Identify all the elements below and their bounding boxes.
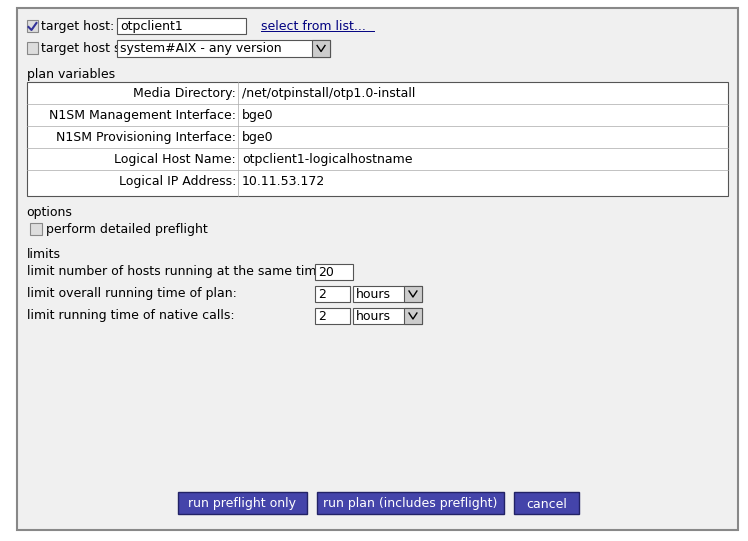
Bar — [315, 308, 350, 324]
Text: otpclient1: otpclient1 — [120, 20, 183, 33]
Text: cancel: cancel — [526, 498, 567, 511]
Bar — [117, 40, 330, 57]
Bar — [312, 40, 330, 57]
Bar — [404, 308, 422, 324]
Bar — [315, 286, 350, 302]
Text: run plan (includes preflight): run plan (includes preflight) — [323, 498, 497, 511]
Text: Media Directory:: Media Directory: — [133, 87, 236, 100]
Text: N1SM Management Interface:: N1SM Management Interface: — [49, 109, 236, 122]
Text: bge0: bge0 — [242, 109, 274, 122]
Bar — [515, 492, 578, 514]
Bar — [316, 492, 504, 514]
Bar — [26, 20, 38, 32]
Bar — [26, 82, 729, 196]
Text: system#AIX - any version: system#AIX - any version — [120, 42, 282, 55]
Text: bge0: bge0 — [242, 131, 274, 144]
Text: plan variables: plan variables — [26, 68, 114, 81]
Text: limit number of hosts running at the same time:: limit number of hosts running at the sam… — [26, 265, 328, 278]
Text: otpclient1-logicalhostname: otpclient1-logicalhostname — [242, 153, 412, 166]
Bar — [26, 42, 38, 54]
Text: limit overall running time of plan:: limit overall running time of plan: — [26, 287, 236, 300]
Text: Logical IP Address:: Logical IP Address: — [119, 175, 236, 188]
Text: run preflight only: run preflight only — [188, 498, 296, 511]
Text: hours: hours — [355, 310, 390, 323]
Bar — [404, 286, 422, 302]
Text: options: options — [26, 206, 73, 219]
Text: 10.11.53.172: 10.11.53.172 — [242, 175, 325, 188]
Text: Logical Host Name:: Logical Host Name: — [114, 153, 236, 166]
Text: /net/otpinstall/otp1.0-install: /net/otpinstall/otp1.0-install — [242, 87, 415, 100]
Text: select from list...: select from list... — [261, 20, 366, 33]
Bar — [31, 223, 43, 235]
Text: 2: 2 — [318, 310, 326, 323]
Bar — [178, 492, 307, 514]
Text: 20: 20 — [318, 266, 334, 279]
Text: hours: hours — [355, 288, 390, 301]
Bar — [117, 18, 246, 34]
Text: 2: 2 — [318, 288, 326, 301]
Text: limit running time of native calls:: limit running time of native calls: — [26, 309, 234, 322]
Bar — [352, 308, 422, 324]
Text: target host set:: target host set: — [41, 42, 138, 55]
Bar — [352, 286, 422, 302]
Text: N1SM Provisioning Interface:: N1SM Provisioning Interface: — [56, 131, 236, 144]
Text: target host:: target host: — [41, 20, 114, 33]
Text: perform detailed preflight: perform detailed preflight — [46, 223, 208, 236]
Bar — [315, 264, 352, 280]
Text: limits: limits — [26, 248, 61, 261]
